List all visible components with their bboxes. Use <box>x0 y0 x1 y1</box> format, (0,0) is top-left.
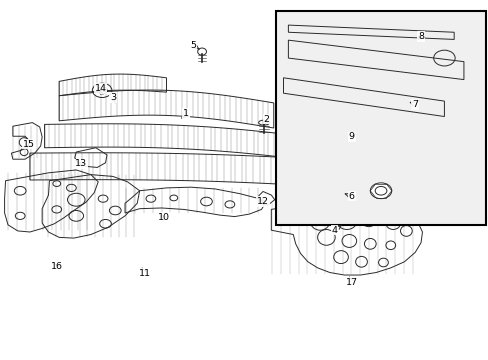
Text: 7: 7 <box>409 100 417 109</box>
Text: 13: 13 <box>75 159 87 168</box>
Text: 9: 9 <box>348 132 355 141</box>
Text: 5: 5 <box>190 41 199 50</box>
Text: 15: 15 <box>23 140 35 149</box>
Text: 16: 16 <box>51 262 62 271</box>
Text: 1: 1 <box>182 109 188 118</box>
Text: 14: 14 <box>95 84 106 94</box>
Text: 2: 2 <box>263 114 269 125</box>
Text: 10: 10 <box>158 213 170 222</box>
Text: 4: 4 <box>331 225 341 235</box>
Text: 8: 8 <box>417 32 423 41</box>
Ellipse shape <box>258 120 269 125</box>
Bar <box>276 12 485 225</box>
Text: 12: 12 <box>257 197 268 206</box>
Text: 11: 11 <box>138 268 150 278</box>
Text: 3: 3 <box>110 93 116 103</box>
Text: 17: 17 <box>345 277 357 287</box>
Ellipse shape <box>197 48 206 55</box>
Text: 6: 6 <box>345 192 354 201</box>
Circle shape <box>369 183 391 199</box>
